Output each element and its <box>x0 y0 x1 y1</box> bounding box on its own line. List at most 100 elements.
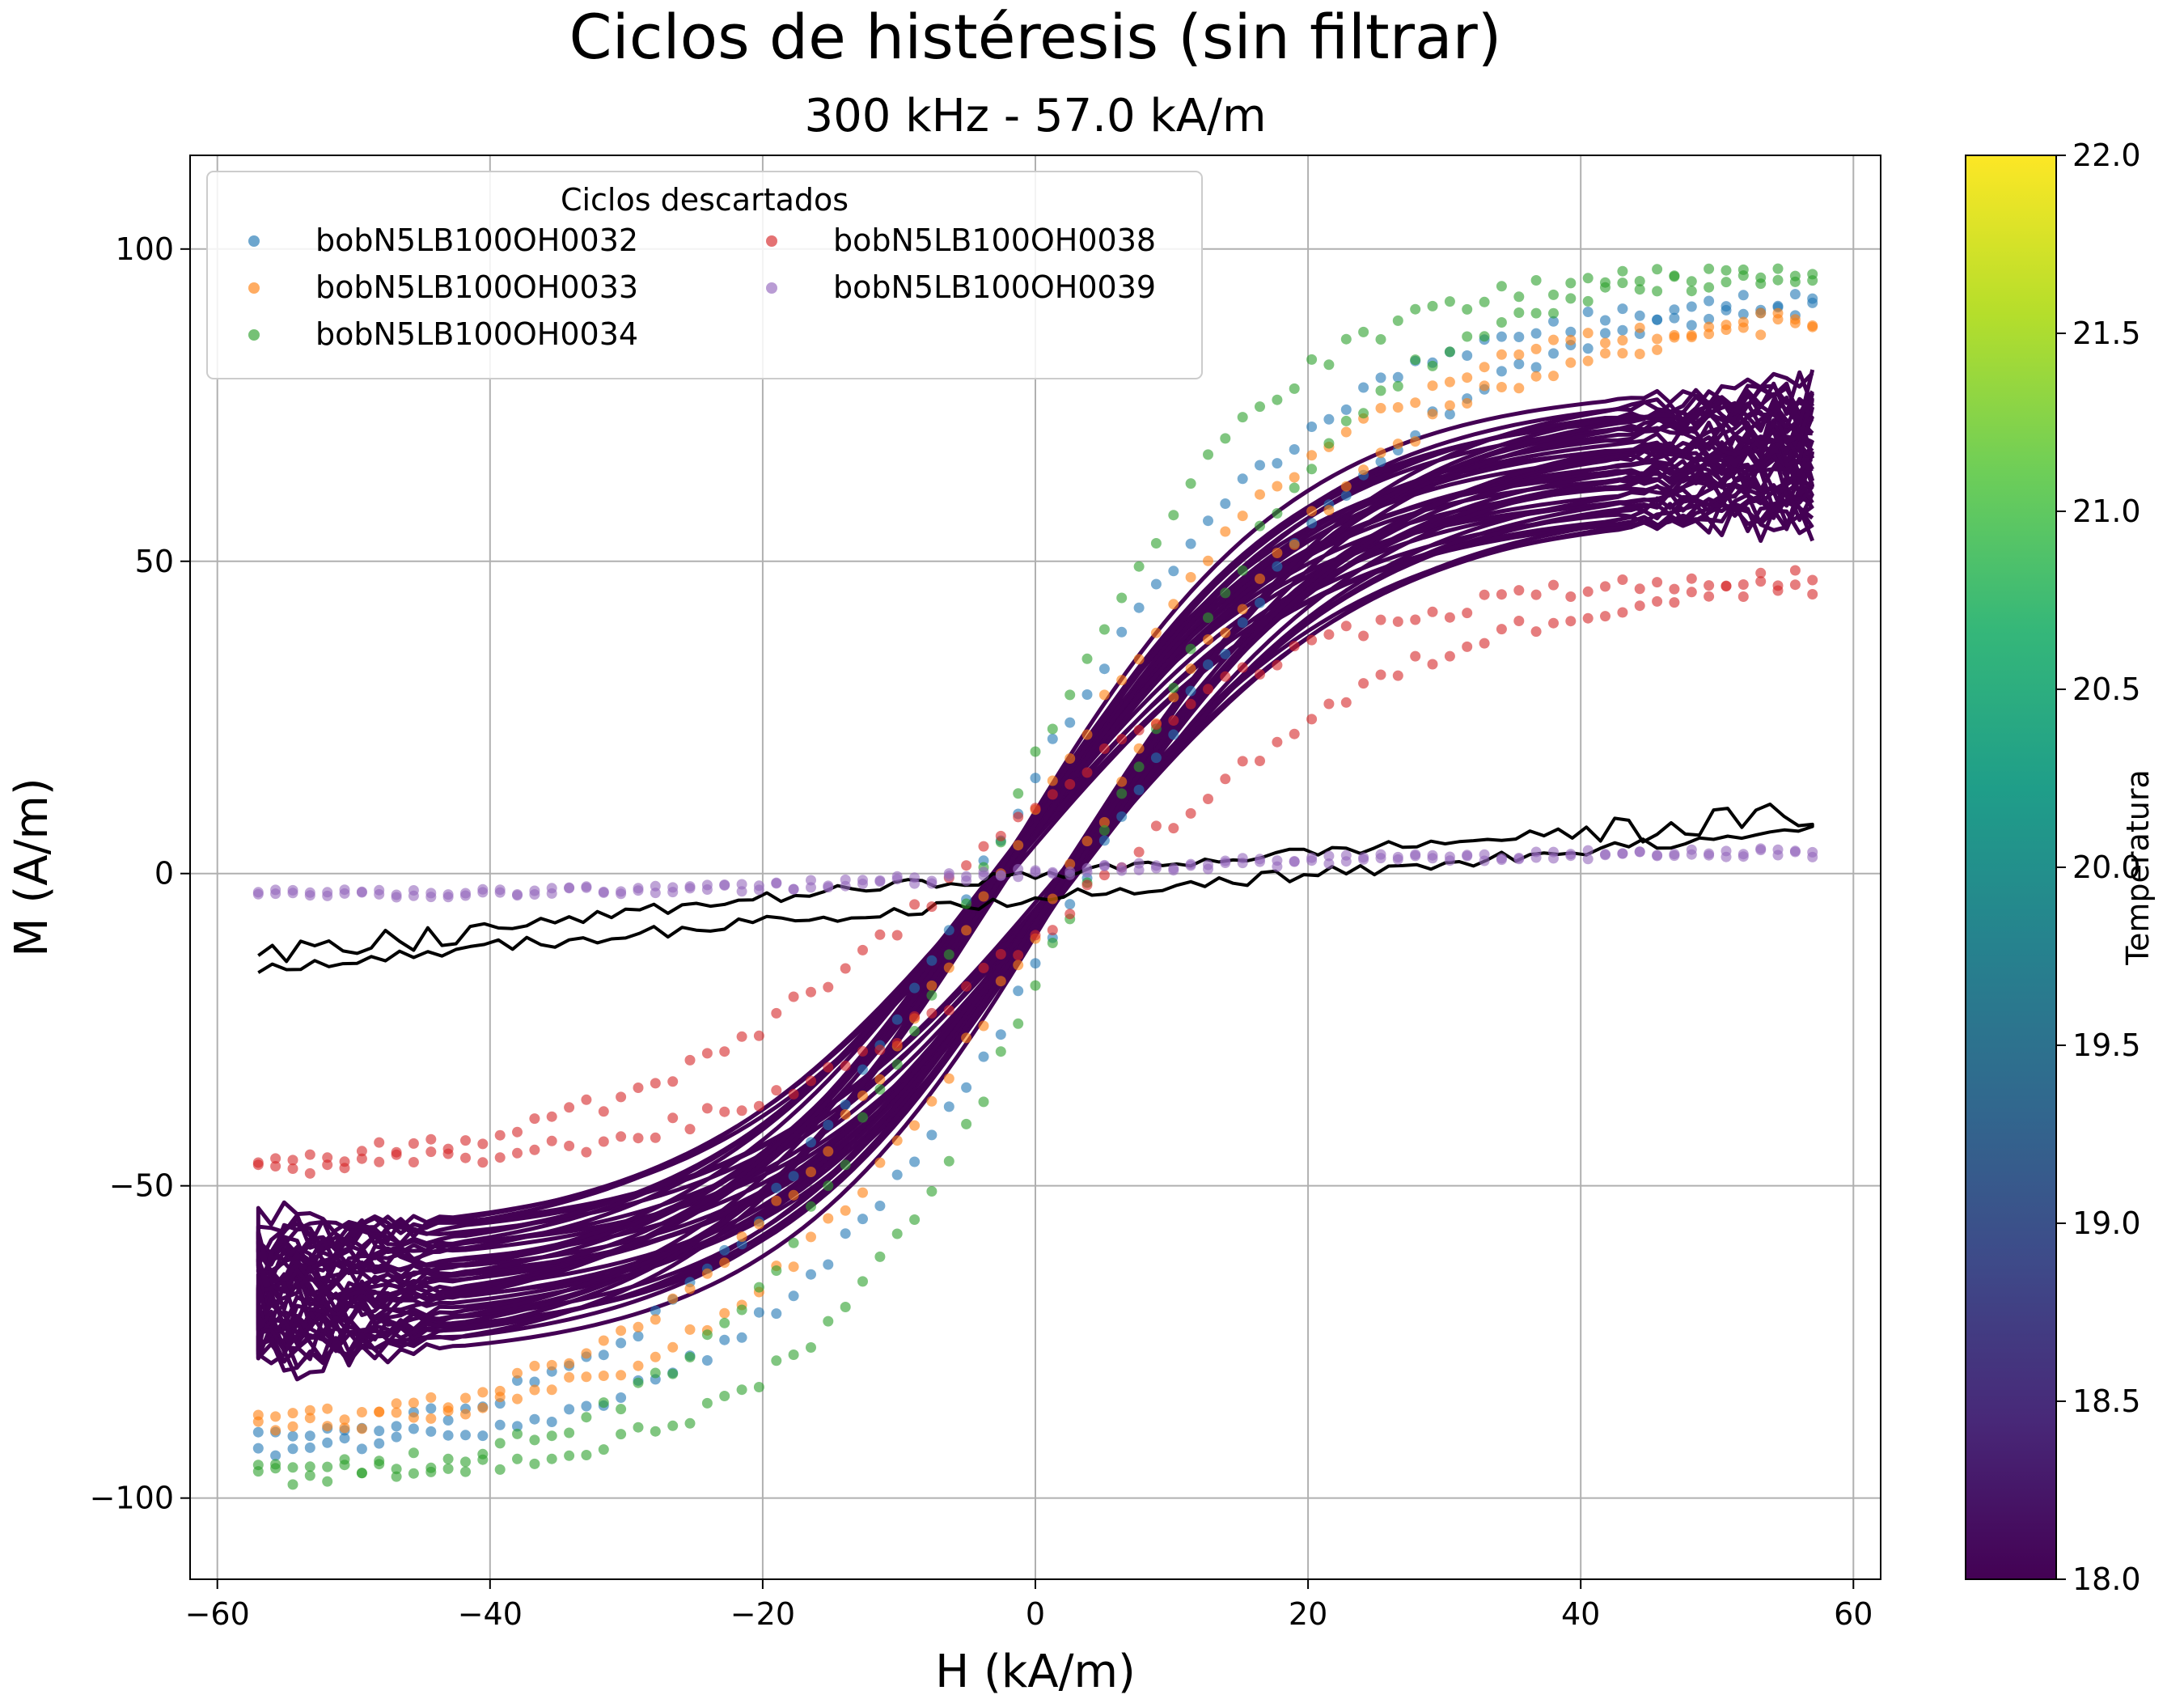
data-point <box>1289 482 1300 494</box>
data-point <box>909 982 921 994</box>
data-point <box>1272 394 1283 405</box>
data-point <box>477 1454 489 1465</box>
data-point <box>806 1342 816 1353</box>
data-point <box>1047 893 1058 905</box>
data-point <box>1427 409 1438 420</box>
data-point <box>1358 678 1369 689</box>
discarded-loop-series <box>252 565 1818 1179</box>
data-point <box>442 1415 454 1426</box>
data-point <box>891 930 903 941</box>
data-point <box>1462 398 1473 409</box>
data-point <box>823 981 834 993</box>
data-point <box>460 1466 471 1477</box>
data-point <box>512 1453 523 1464</box>
data-point <box>1444 650 1455 662</box>
data-point <box>788 1189 799 1201</box>
data-point <box>374 1156 385 1167</box>
data-point <box>1427 380 1438 392</box>
data-point <box>1064 689 1076 701</box>
data-point <box>857 1276 868 1287</box>
x-axis-label: H (kA/m) <box>935 1646 1136 1698</box>
data-point <box>1496 366 1507 377</box>
data-point <box>1237 473 1248 485</box>
data-point <box>1133 846 1145 858</box>
data-point <box>339 1422 350 1434</box>
accepted-loop-line <box>256 369 1815 1366</box>
legend-entry-label: bobN5LB100OH0032 <box>315 222 638 258</box>
data-point <box>1116 811 1128 822</box>
data-point <box>753 1030 764 1041</box>
data-point <box>1600 850 1610 861</box>
data-point <box>1013 950 1024 961</box>
data-point <box>546 1111 557 1122</box>
data-point <box>425 1426 437 1437</box>
data-point <box>926 989 938 1001</box>
x-tick-label: −20 <box>730 1596 795 1632</box>
data-point <box>1064 778 1076 790</box>
data-point <box>322 1437 333 1448</box>
data-point <box>494 1152 506 1163</box>
data-point <box>840 1205 851 1216</box>
data-point <box>1237 565 1248 576</box>
data-point <box>978 841 989 852</box>
data-point <box>512 1126 523 1138</box>
data-point <box>477 1430 489 1442</box>
data-point <box>1323 858 1335 869</box>
data-point <box>460 1456 471 1468</box>
data-point <box>1669 597 1680 608</box>
data-point <box>1686 587 1697 598</box>
data-point <box>1203 634 1213 645</box>
data-point <box>1530 362 1542 373</box>
data-point <box>1772 274 1784 286</box>
data-point <box>1530 589 1542 600</box>
data-point <box>1168 682 1179 693</box>
data-point <box>633 1133 644 1144</box>
data-point <box>1340 481 1352 492</box>
data-point <box>1427 300 1438 311</box>
data-point <box>926 901 938 913</box>
data-point <box>633 1377 644 1388</box>
data-point <box>1220 648 1231 659</box>
data-point <box>650 1314 661 1325</box>
data-point <box>1133 761 1145 773</box>
data-point <box>1686 276 1697 287</box>
data-point <box>1600 611 1610 622</box>
data-point <box>1807 574 1818 586</box>
data-point <box>1600 315 1610 326</box>
data-point <box>1721 320 1732 331</box>
data-point <box>1289 856 1300 866</box>
data-point <box>684 1417 696 1429</box>
data-point <box>1582 355 1594 366</box>
discarded-loop-series <box>252 263 1818 1490</box>
data-point <box>840 963 851 974</box>
legend: Ciclos descartados bobN5LB100OH0032 bobN5… <box>206 171 1203 379</box>
data-point <box>287 1408 298 1419</box>
data-point <box>1064 753 1076 764</box>
data-point <box>1255 401 1265 413</box>
data-point <box>1375 849 1386 860</box>
data-point <box>771 877 782 888</box>
data-point <box>1582 845 1594 856</box>
data-point <box>546 1417 557 1427</box>
data-point <box>1185 698 1196 710</box>
data-point <box>616 1370 627 1381</box>
data-point <box>1789 579 1801 591</box>
data-point <box>1255 856 1265 867</box>
data-point <box>1496 382 1507 392</box>
data-point <box>1513 585 1525 596</box>
data-point <box>1013 960 1024 971</box>
data-point <box>753 1307 764 1318</box>
data-point <box>1462 608 1473 619</box>
data-point <box>564 1450 575 1461</box>
data-point <box>874 1084 886 1095</box>
data-point <box>1427 850 1438 861</box>
data-point <box>1133 725 1145 735</box>
data-point <box>1306 422 1318 432</box>
data-point <box>1323 629 1335 640</box>
data-point <box>1582 612 1594 624</box>
data-point <box>1323 850 1335 862</box>
data-point <box>1047 789 1058 800</box>
data-point <box>356 1146 367 1157</box>
data-point <box>1081 879 1093 891</box>
data-point <box>1479 855 1490 866</box>
